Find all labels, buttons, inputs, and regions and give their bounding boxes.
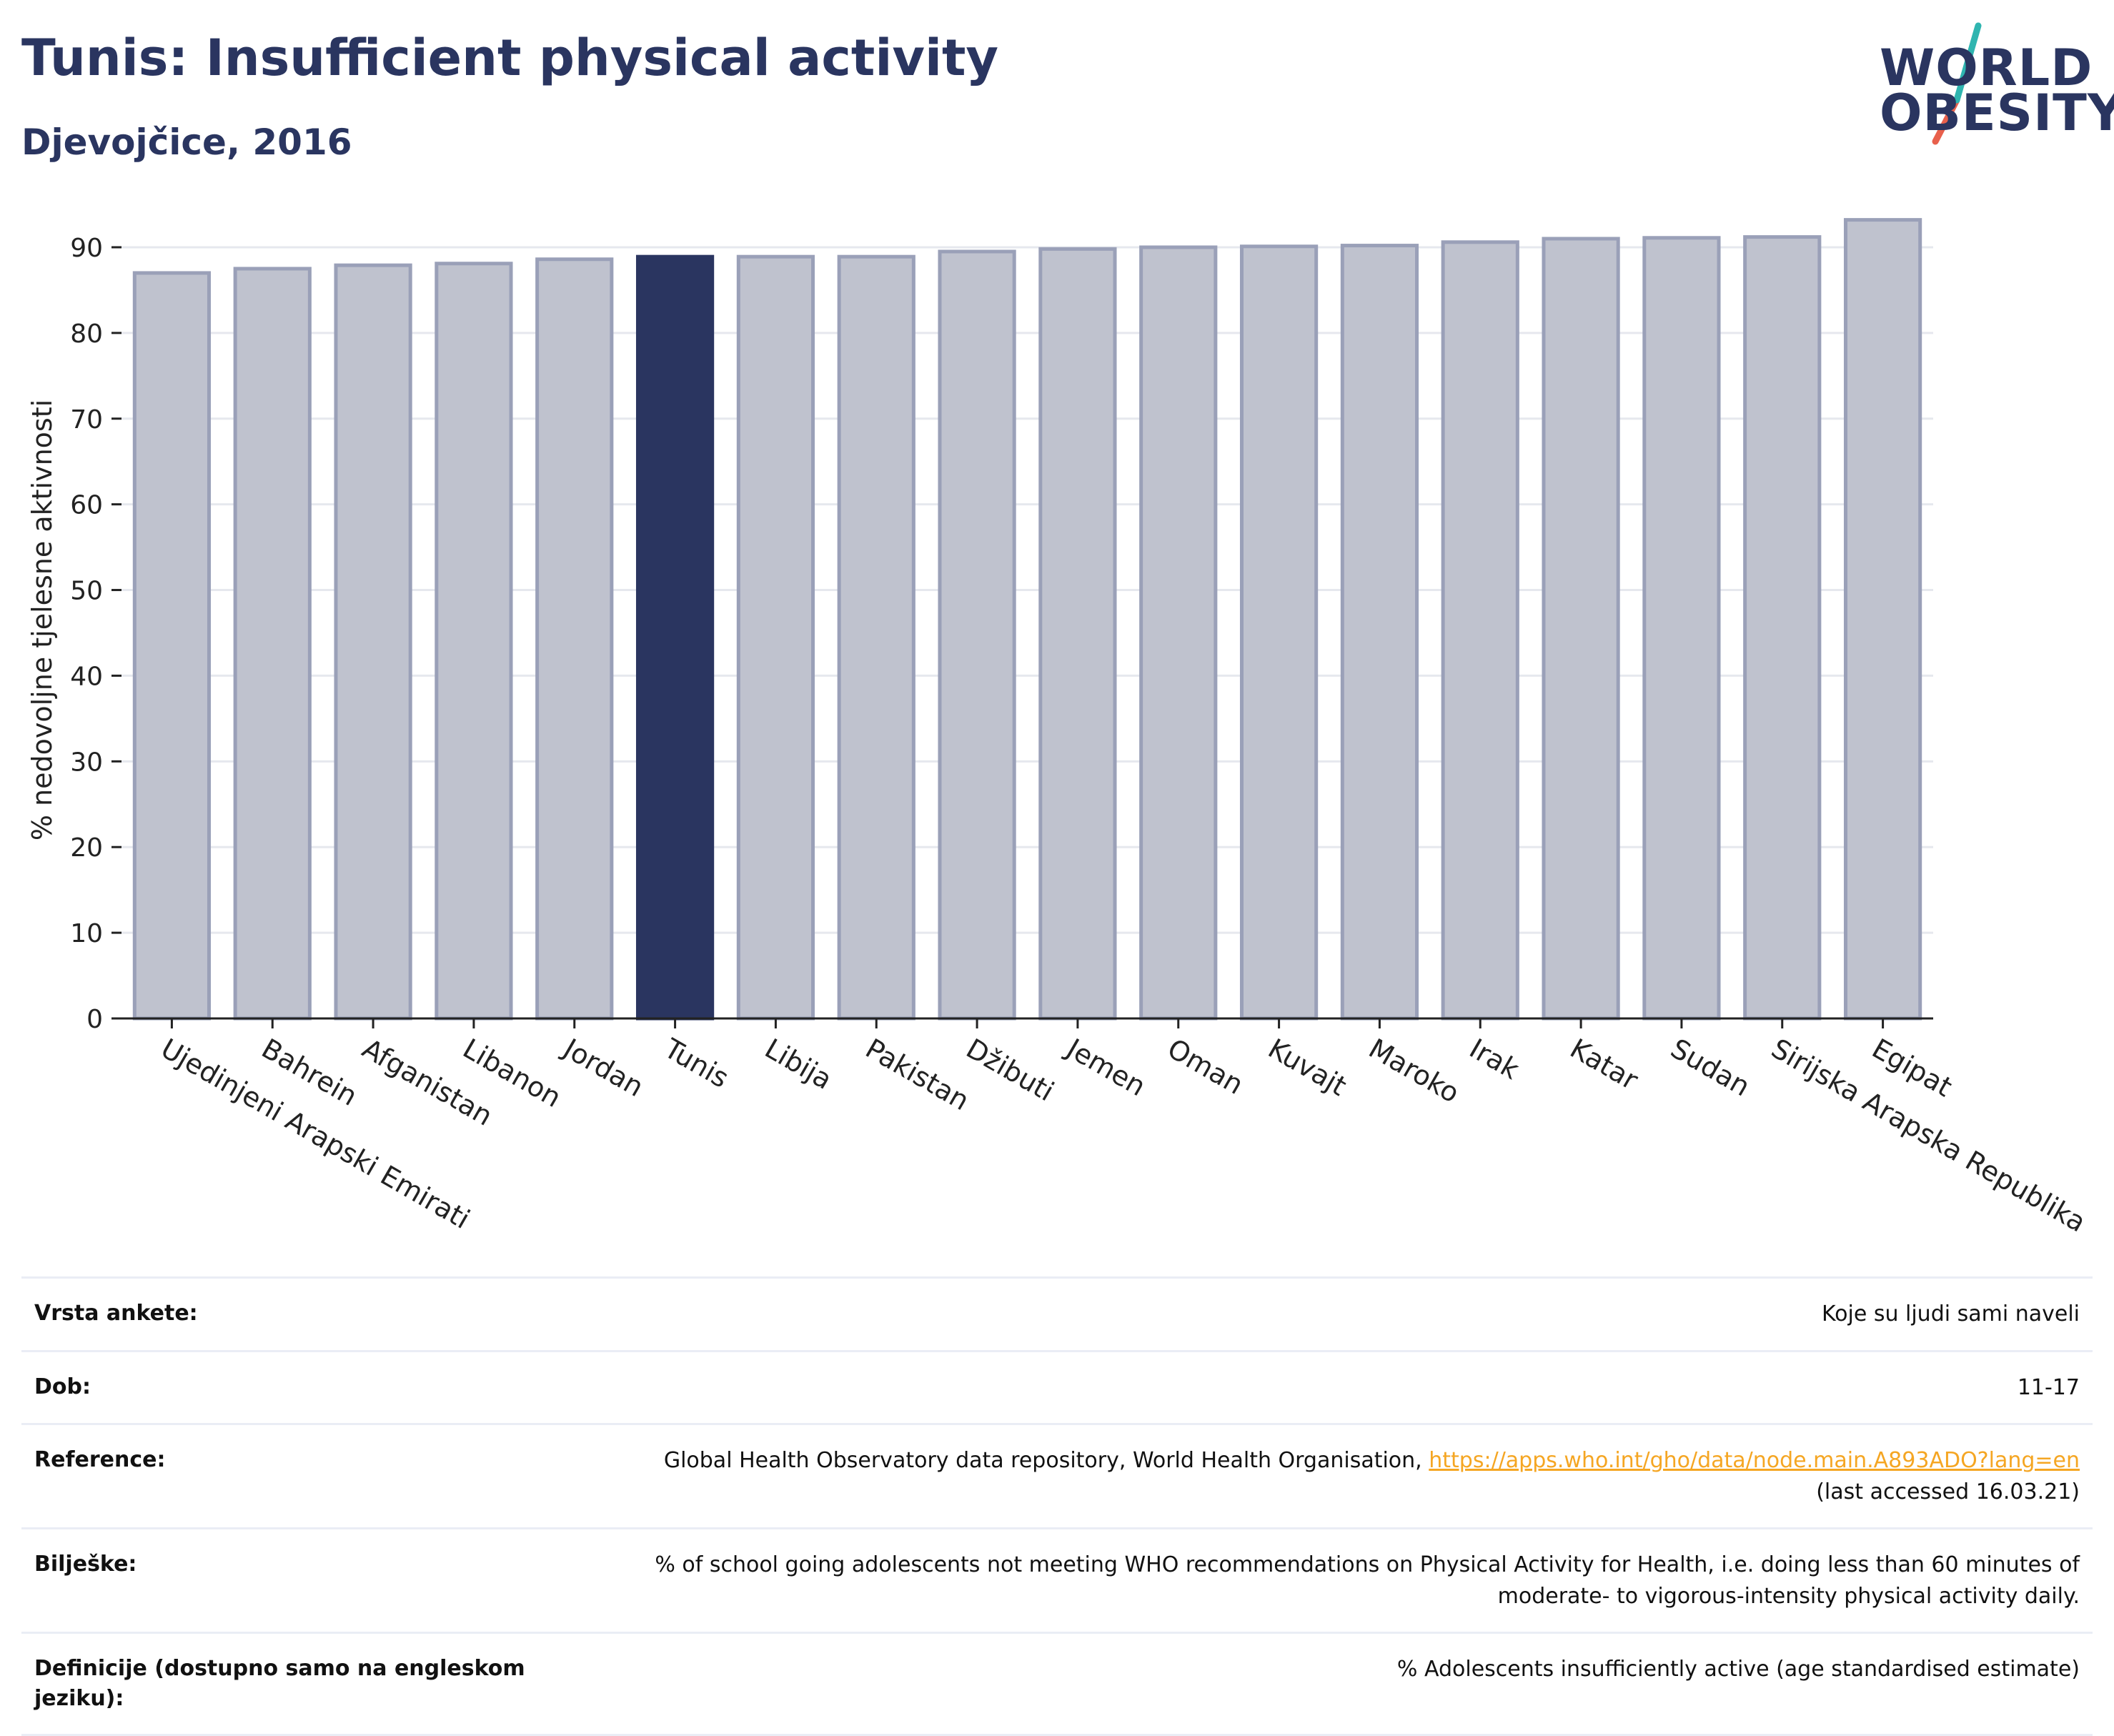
- bar: [1239, 244, 1319, 1021]
- x-tick-label: Sudan: [1665, 1033, 1755, 1103]
- y-tick-label: 30: [70, 748, 103, 777]
- survey-label: Vrsta ankete:: [34, 1301, 198, 1326]
- notes-label: Bilješke:: [34, 1552, 137, 1577]
- x-tick-label: Irak: [1464, 1033, 1524, 1086]
- y-tick-label: 60: [70, 491, 103, 520]
- definitions-label: Definicije (dostupno samo na engleskom j…: [34, 1656, 525, 1711]
- meta-row-age: Dob: 11-17: [21, 1349, 2093, 1424]
- y-tick-label: 10: [70, 919, 103, 948]
- bar: [736, 254, 815, 1021]
- bar: [233, 267, 312, 1021]
- bar: [435, 262, 513, 1021]
- bar: [635, 254, 715, 1021]
- bar: [1843, 218, 1922, 1021]
- reference-label: Reference:: [34, 1447, 166, 1472]
- bar-chart: 0 10 20 30 40 50 60 70 80 90 % nedovoljne tjelesne…: [26, 218, 2091, 1239]
- x-tick-label: Jemen: [1061, 1032, 1151, 1103]
- world-obesity-logo: WORLD OBESITY: [1858, 20, 2114, 149]
- x-tick-label: Tunis: [658, 1032, 734, 1094]
- survey-value: Koje su ljudi sami naveli: [1821, 1301, 2080, 1326]
- bar: [837, 254, 915, 1021]
- age-label: Dob:: [34, 1374, 91, 1399]
- logo-slash-icon: [1932, 22, 1982, 145]
- bar: [1139, 245, 1218, 1021]
- reference-value: Global Health Observatory data repositor…: [550, 1445, 2080, 1507]
- bar: [1542, 237, 1620, 1021]
- x-tick-label: Džibuti: [961, 1033, 1060, 1108]
- bar: [938, 249, 1016, 1021]
- bar: [1340, 244, 1419, 1021]
- bar: [535, 257, 614, 1021]
- y-tick-label: 40: [70, 662, 103, 691]
- meta-row-definitions: Definicije (dostupno samo na engleskom j…: [21, 1632, 2093, 1736]
- metadata-table: Vrsta ankete: Koje su ljudi sami naveli …: [21, 1276, 2093, 1736]
- bar: [1743, 235, 1822, 1021]
- reference-text: Global Health Observatory data repositor…: [663, 1448, 1422, 1473]
- x-tick-label: Jordan: [557, 1032, 649, 1103]
- meta-row-reference: Reference: Global Health Observatory dat…: [21, 1423, 2093, 1527]
- logo-line-2: OBESITY: [1880, 84, 2114, 142]
- x-tick-label: Maroko: [1364, 1033, 1465, 1109]
- y-tick-label: 70: [70, 405, 103, 435]
- chart-subtitle: Djevojčice, 2016: [21, 121, 352, 163]
- y-tick-label: 50: [70, 577, 103, 606]
- x-tick-label: Oman: [1162, 1033, 1249, 1101]
- age-value: 11-17: [2017, 1374, 2080, 1400]
- x-tick-label: Kuvajt: [1263, 1033, 1351, 1102]
- y-tick-label: 20: [70, 833, 103, 863]
- y-tick-label: 90: [70, 234, 103, 263]
- x-tick-label: Pakistan: [860, 1033, 975, 1117]
- x-tick-label: Libija: [760, 1033, 838, 1096]
- y-tick-label: 80: [70, 319, 103, 349]
- bar: [1441, 240, 1519, 1021]
- chart-title: Tunis: Insufficient physical activity: [21, 29, 999, 87]
- notes-value: % of school going adolescents not meetin…: [655, 1552, 2080, 1609]
- logo-line-1: WORLD: [1880, 39, 2093, 97]
- y-axis-label: % nedovoljne tjelesne aktivnosti: [26, 400, 58, 840]
- definitions-value: % Adolescents insufficiently active (age…: [1396, 1657, 2080, 1682]
- meta-row-notes: Bilješke: % of school going adolescents …: [21, 1527, 2093, 1632]
- bar: [1038, 247, 1117, 1021]
- bar: [132, 271, 212, 1021]
- bar: [334, 263, 412, 1021]
- bar: [1642, 236, 1721, 1021]
- y-tick-label: 0: [86, 1005, 103, 1034]
- reference-link[interactable]: https://apps.who.int/gho/data/node.main.…: [1429, 1448, 2080, 1473]
- reference-accessed: (last accessed 16.03.21): [1816, 1479, 2080, 1504]
- meta-row-survey: Vrsta ankete: Koje su ljudi sami naveli: [21, 1276, 2093, 1350]
- x-tick-label: Katar: [1565, 1033, 1644, 1096]
